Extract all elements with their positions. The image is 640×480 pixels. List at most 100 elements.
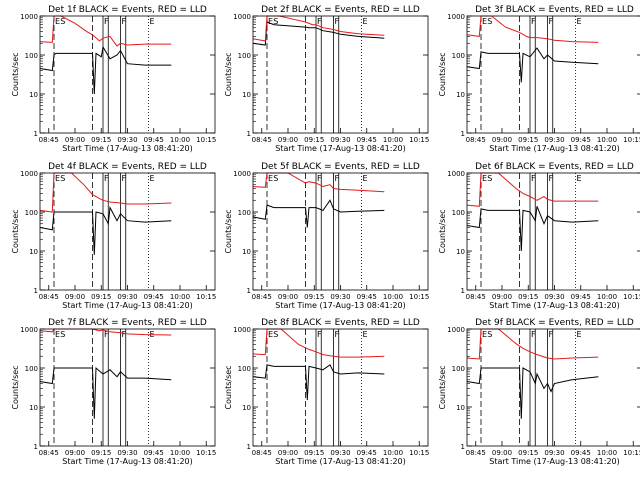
- x-tick-label: 08:45: [39, 293, 59, 301]
- y-tick-label: 100: [452, 365, 465, 373]
- marker-letter: E: [150, 174, 155, 183]
- panel-title: Det 6f BLACK = Events, RED = LLD: [475, 162, 634, 172]
- x-tick-label: 09:15: [91, 293, 111, 301]
- marker-letter: E: [482, 17, 487, 26]
- y-tick-label: 1000: [20, 170, 38, 178]
- y-tick-label: 10: [242, 91, 251, 99]
- y-tick-label: 10: [242, 404, 251, 412]
- y-axis-label: Counts/sec: [438, 365, 447, 409]
- y-axis-label: Counts/sec: [224, 52, 233, 96]
- marker-letter: E: [268, 330, 273, 339]
- x-tick-label: 10:00: [597, 293, 617, 301]
- x-tick-label: 09:15: [518, 293, 538, 301]
- x-tick-label: 09:45: [144, 293, 164, 301]
- marker-letter: S: [273, 17, 278, 26]
- marker-letter: E: [482, 174, 487, 183]
- plot-frame: [39, 172, 216, 291]
- events-series-line: [39, 45, 172, 95]
- x-tick-label: 09:15: [518, 136, 538, 144]
- x-axis-label: Start Time (17-Aug-13 08:41:20): [489, 144, 620, 153]
- marker-letter: F: [549, 17, 554, 26]
- y-axis-label: Counts/sec: [11, 365, 20, 409]
- x-tick-label: 09:30: [117, 449, 137, 457]
- x-tick-label: 09:30: [330, 293, 350, 301]
- marker-letter: E: [268, 174, 273, 183]
- x-tick-label: 10:15: [409, 136, 429, 144]
- x-tick-label: 09:30: [330, 136, 350, 144]
- x-tick-label: 10:15: [196, 293, 216, 301]
- panel-title: Det 7f BLACK = Events, RED = LLD: [48, 318, 207, 328]
- x-tick-label: 10:00: [170, 136, 190, 144]
- y-tick-label: 1000: [233, 13, 251, 21]
- y-tick-label: 100: [238, 52, 251, 60]
- panel-title: Det 9f BLACK = Events, RED = LLD: [475, 318, 634, 328]
- y-tick-label: 10: [456, 404, 465, 412]
- x-tick-label: 10:15: [409, 449, 429, 457]
- y-axis-label: Counts/sec: [438, 52, 447, 96]
- marker-letter: F: [122, 174, 127, 183]
- x-tick-label: 09:30: [117, 136, 137, 144]
- y-tick-label: 1000: [20, 326, 38, 334]
- x-tick-label: 10:00: [383, 136, 403, 144]
- x-tick-label: 10:15: [623, 293, 640, 301]
- x-axis-label: Start Time (17-Aug-13 08:41:20): [62, 301, 193, 310]
- marker-letter: F: [104, 330, 109, 339]
- marker-letter: S: [60, 174, 65, 183]
- marker-letter: F: [549, 174, 554, 183]
- x-tick-label: 09:15: [304, 449, 324, 457]
- marker-letter: S: [60, 330, 65, 339]
- marker-letter: F: [335, 330, 340, 339]
- x-tick-label: 09:00: [65, 449, 85, 457]
- panel-title: Det 5f BLACK = Events, RED = LLD: [261, 162, 420, 172]
- x-tick-label: 10:15: [196, 136, 216, 144]
- panel-title: Det 2f BLACK = Events, RED = LLD: [261, 5, 420, 15]
- marker-letter: S: [273, 174, 278, 183]
- y-axis-label: Counts/sec: [11, 209, 20, 253]
- x-tick-label: 09:45: [571, 293, 591, 301]
- y-tick-label: 1000: [447, 170, 465, 178]
- x-tick-label: 10:15: [623, 136, 640, 144]
- x-axis-label: Start Time (17-Aug-13 08:41:20): [62, 457, 193, 466]
- y-tick-label: 1000: [447, 326, 465, 334]
- events-series-line: [252, 364, 385, 401]
- marker-letter: F: [531, 330, 536, 339]
- x-tick-label: 09:15: [304, 136, 324, 144]
- x-axis-label: Start Time (17-Aug-13 08:41:20): [275, 457, 406, 466]
- lld-series-line: [466, 328, 599, 360]
- panel-title: Det 3f BLACK = Events, RED = LLD: [475, 5, 634, 15]
- y-axis-label: Counts/sec: [224, 365, 233, 409]
- marker-letter: E: [268, 17, 273, 26]
- marker-letter: E: [363, 174, 368, 183]
- marker-letter: S: [60, 17, 65, 26]
- y-tick-label: 100: [238, 209, 251, 217]
- x-tick-label: 09:45: [357, 136, 377, 144]
- y-tick-label: 1: [461, 443, 465, 451]
- x-tick-label: 10:00: [170, 449, 190, 457]
- x-tick-label: 09:45: [144, 449, 164, 457]
- panel-title: Det 8f BLACK = Events, RED = LLD: [261, 318, 420, 328]
- x-tick-label: 10:15: [196, 449, 216, 457]
- panel-title: Det 4f BLACK = Events, RED = LLD: [48, 162, 207, 172]
- x-axis-label: Start Time (17-Aug-13 08:41:20): [275, 144, 406, 153]
- x-tick-label: 09:30: [330, 449, 350, 457]
- lld-series-line: [252, 328, 385, 358]
- marker-letter: F: [335, 17, 340, 26]
- x-tick-label: 08:45: [466, 293, 486, 301]
- y-tick-label: 10: [29, 91, 38, 99]
- y-tick-label: 1000: [233, 326, 251, 334]
- x-axis-label: Start Time (17-Aug-13 08:41:20): [489, 301, 620, 310]
- marker-letter: F: [317, 330, 322, 339]
- events-series-line: [466, 367, 599, 419]
- y-tick-label: 1: [247, 287, 251, 295]
- x-tick-label: 09:00: [492, 136, 512, 144]
- marker-letter: E: [363, 17, 368, 26]
- y-tick-label: 10: [29, 248, 38, 256]
- y-tick-label: 10: [242, 248, 251, 256]
